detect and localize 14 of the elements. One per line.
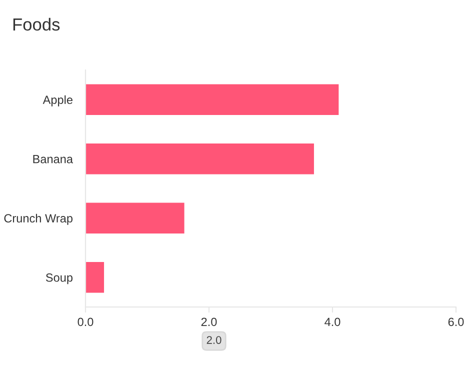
y-tick-label: Soup — [46, 273, 73, 284]
x-tick-label: 0.0 — [78, 318, 94, 326]
y-tick-label: Apple — [42, 95, 72, 106]
x-tick-label: 2.0 — [201, 318, 217, 326]
bar — [86, 143, 314, 174]
x-tick-label: 6.0 — [448, 318, 464, 326]
bar — [86, 262, 104, 293]
bar — [86, 84, 339, 116]
y-tick-label: Crunch Wrap — [4, 214, 73, 225]
y-tick-label: Banana — [33, 155, 73, 164]
text: 2.0 — [206, 336, 222, 344]
chart-title: Foods — [13, 18, 60, 31]
x-tick-label: 4.0 — [324, 318, 340, 326]
bar — [86, 202, 184, 234]
